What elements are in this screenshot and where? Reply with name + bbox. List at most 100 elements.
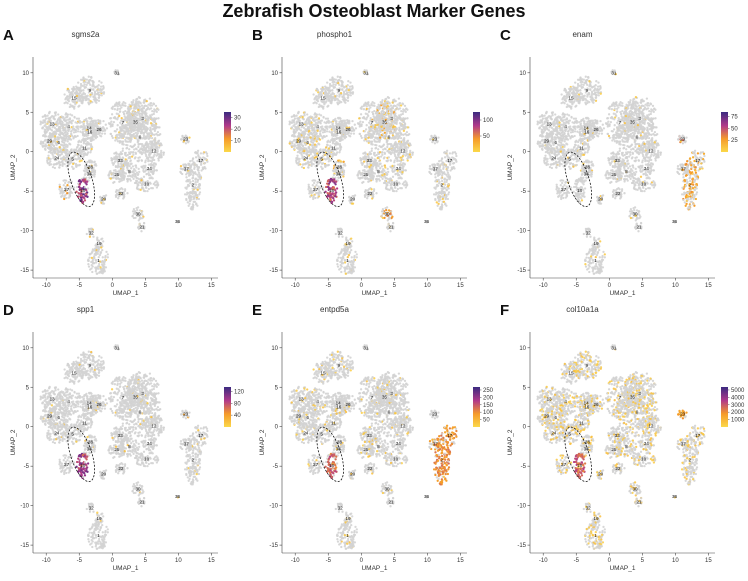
cell-point: [323, 87, 326, 91]
cell-point: [89, 100, 92, 103]
cell-point: [144, 137, 148, 140]
cell-point: [46, 114, 49, 117]
cell-point: [56, 118, 60, 121]
cell-point: [324, 185, 328, 189]
cell-point: [72, 167, 75, 170]
cell-point: [153, 138, 157, 142]
cell-point: [64, 159, 67, 162]
cell-point: [398, 126, 401, 129]
cell-point: [346, 84, 349, 87]
cell-point: [127, 156, 130, 160]
cell-point: [52, 163, 56, 166]
x-tick-label: -5: [77, 283, 83, 289]
cell-point: [78, 97, 82, 101]
cell-point: [347, 80, 350, 83]
cell-point: [66, 145, 69, 148]
cell-point: [351, 92, 354, 95]
cell-point: [135, 147, 138, 151]
cell-point: [122, 143, 125, 146]
cell-point: [321, 100, 324, 104]
cell-point: [362, 108, 366, 111]
cell-point: [307, 146, 310, 149]
cell-point: [93, 249, 96, 252]
cell-point: [97, 84, 100, 87]
cell-point: [155, 154, 158, 157]
cell-point: [57, 136, 60, 139]
cell-point: [43, 144, 46, 148]
cell-point: [157, 146, 161, 149]
cell-point: [325, 154, 329, 157]
cluster-label: 6: [57, 140, 60, 145]
cell-point: [198, 185, 201, 188]
cell-point: [335, 94, 338, 97]
cell-point: [87, 265, 91, 268]
cell-point: [86, 160, 89, 164]
cell-point: [406, 146, 410, 149]
cell-point: [111, 107, 114, 111]
cell-point: [83, 152, 87, 155]
cell-point: [63, 93, 66, 96]
y-tick-label: -5: [273, 189, 279, 195]
panel-letter: A: [3, 27, 14, 44]
cell-point: [301, 163, 305, 166]
cell-point: [140, 159, 144, 162]
cell-point: [53, 135, 57, 138]
cell-point: [150, 136, 154, 140]
cell-point: [72, 137, 75, 140]
cell-point: [311, 134, 314, 137]
cell-point: [139, 151, 142, 154]
cell-point: [292, 121, 296, 124]
cell-point: [100, 132, 104, 135]
cell-point: [199, 177, 202, 181]
cell-point: [85, 153, 89, 157]
cell-point: [87, 151, 90, 154]
cell-point: [325, 130, 329, 133]
cell-point: [328, 89, 331, 93]
cell-point: [60, 140, 64, 143]
cell-point: [136, 206, 140, 209]
cell-point: [131, 112, 134, 115]
cell-point: [179, 164, 183, 168]
cell-point: [72, 125, 75, 128]
cell-point: [396, 132, 399, 135]
x-tick-label: 5: [393, 283, 397, 289]
cell-point: [79, 82, 83, 86]
cell-point: [125, 123, 128, 127]
cell-point: [332, 85, 335, 88]
cell-point: [155, 169, 158, 172]
cell-point: [313, 151, 317, 154]
cell-point: [146, 121, 149, 124]
cell-point: [154, 104, 158, 108]
cell-point: [134, 111, 137, 114]
cell-point: [344, 135, 348, 139]
cell-point: [90, 75, 93, 79]
cell-point: [126, 132, 129, 136]
cell-point: [295, 158, 298, 161]
cell-point: [332, 199, 336, 202]
cell-point: [142, 136, 146, 139]
cell-point: [89, 151, 92, 154]
cell-point: [201, 167, 205, 171]
cell-point: [124, 126, 128, 129]
cell-point: [82, 76, 85, 79]
cell-points: [39, 69, 209, 275]
cell-point: [86, 122, 89, 125]
x-tick-label: 5: [144, 283, 148, 289]
cell-point: [377, 132, 381, 135]
cell-point: [132, 151, 135, 154]
cell-point: [380, 112, 383, 115]
cell-point: [386, 105, 389, 108]
cell-point: [321, 137, 324, 140]
cell-point: [91, 126, 94, 129]
cell-point: [97, 248, 100, 252]
cell-point: [129, 139, 133, 142]
cell-point: [391, 107, 395, 110]
cell-point: [332, 119, 335, 122]
cell-point: [52, 147, 55, 151]
cell-point: [89, 120, 92, 123]
cell-point: [41, 141, 45, 144]
cell-point: [127, 127, 130, 131]
cell-point: [145, 99, 148, 103]
cell-point: [152, 163, 155, 166]
cell-point: [334, 83, 337, 87]
